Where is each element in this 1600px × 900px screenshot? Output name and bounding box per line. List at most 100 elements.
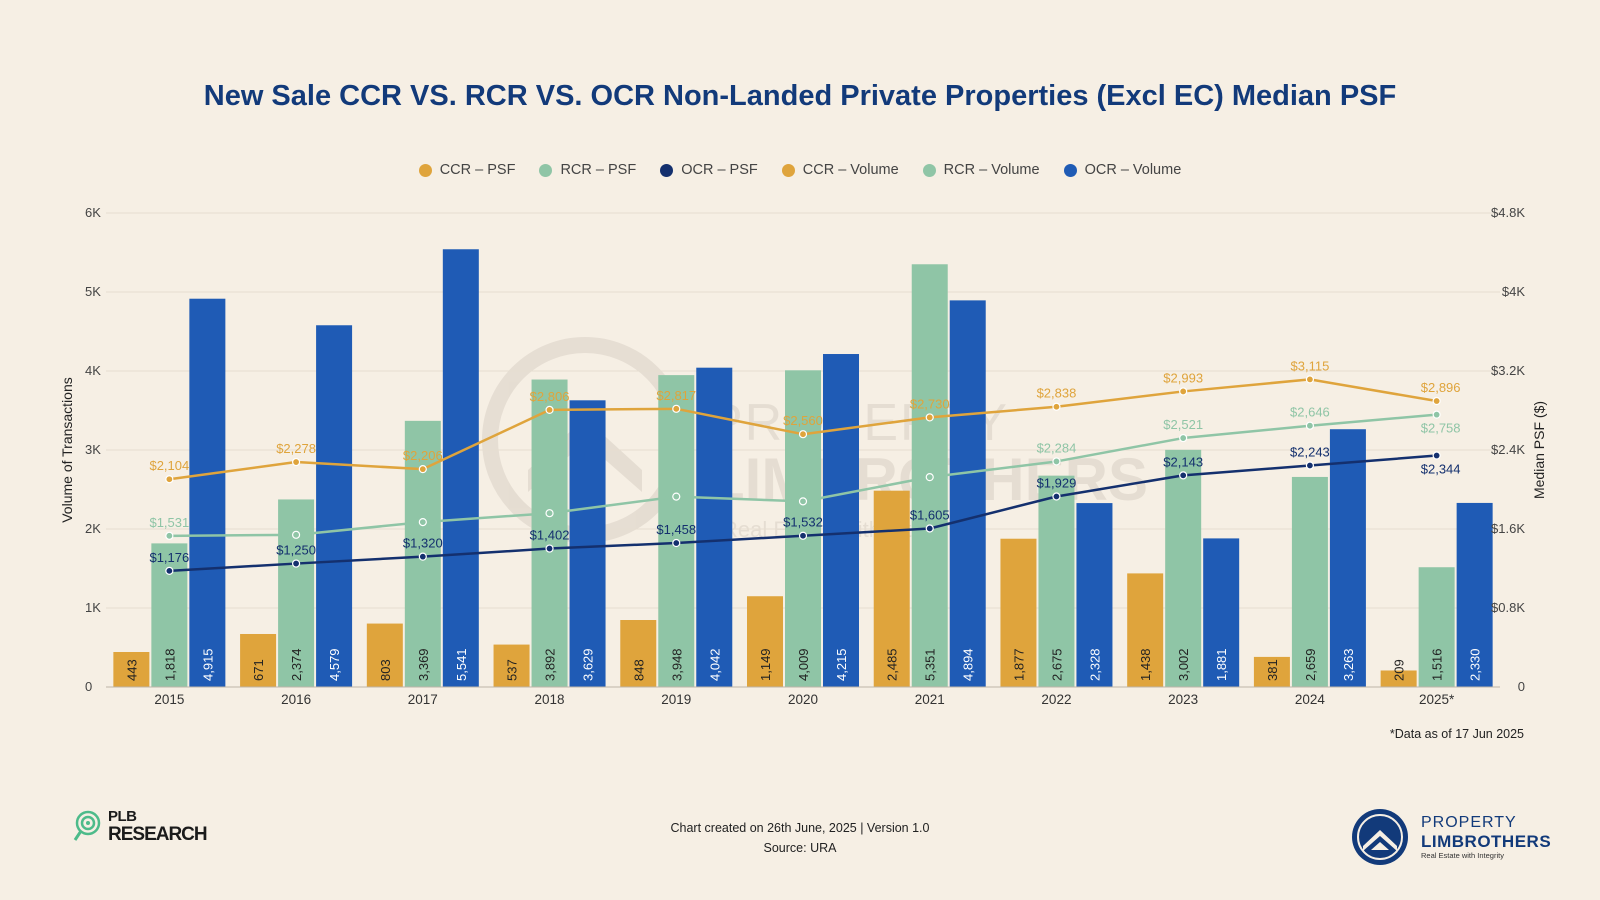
bar-value-label: 1,149	[758, 648, 773, 681]
bar-ocr-volume-7	[1076, 503, 1113, 687]
point-ocr-psf-7	[1052, 492, 1061, 501]
point-ccr-psf-2	[418, 465, 427, 474]
point-ocr-psf-8	[1179, 471, 1188, 480]
point-ccr-psf-0	[165, 475, 174, 484]
point-ocr-psf-9	[1305, 461, 1315, 470]
bar-ocr-volume-6	[949, 300, 986, 687]
legend-item-rcr-psf[interactable]: RCR – PSF	[539, 162, 636, 178]
legend-item-rcr-volume[interactable]: RCR – Volume	[922, 162, 1040, 178]
footer-created: Chart created on 26th June, 2025 | Versi…	[670, 821, 930, 835]
footer: Chart created on 26th June, 2025 | Versi…	[0, 818, 1600, 858]
bar-value-label: 5,351	[923, 648, 938, 681]
bar-ccr-volume-0	[113, 652, 150, 687]
bar-value-label: 4,009	[796, 648, 811, 681]
legend-label-ccr-volume: CCR – Volume	[802, 162, 899, 178]
bar-value-label: 1,881	[1214, 648, 1229, 681]
legend-swatch-ocr-volume	[1063, 163, 1077, 177]
bar-ocr-volume-10	[1456, 502, 1493, 687]
bar-ocr-volume-9	[1329, 429, 1366, 687]
bar-ccr-volume-2	[366, 623, 403, 687]
bar-value-label: 3,629	[581, 648, 596, 681]
legend-label-rcr-volume: RCR – Volume	[943, 162, 1040, 178]
bar-value-label: 3,369	[416, 648, 431, 681]
line-value-label: $2,143	[1163, 454, 1203, 469]
point-rcr-psf-5	[798, 497, 808, 506]
bar-value-label: 671	[251, 659, 266, 681]
line-value-label: $2,806	[530, 389, 570, 404]
x-tick-label: 2025*	[1419, 692, 1455, 707]
legend-label-ocr-volume: OCR – Volume	[1084, 162, 1182, 178]
plb-logo-line1: PLB	[108, 808, 137, 825]
point-ccr-psf-4	[672, 404, 681, 413]
line-value-label: $2,560	[783, 413, 823, 428]
point-rcr-psf-9	[1305, 421, 1315, 430]
bar-ccr-volume-3	[493, 644, 530, 687]
point-ccr-psf-7	[1052, 402, 1061, 411]
chart-legend: CCR – PSF RCR – PSF OCR – PSF CCR – Volu…	[0, 162, 1600, 178]
bar-value-label: 443	[124, 659, 139, 681]
x-tick-label: 2022	[1041, 692, 1071, 707]
point-rcr-psf-7	[1052, 457, 1061, 466]
bar-ocr-volume-5	[823, 354, 859, 687]
footnote: *Data as of 17 Jun 2025	[1389, 727, 1524, 741]
bar-ccr-volume-6	[873, 490, 910, 687]
point-ocr-psf-3	[545, 544, 554, 553]
plb-research-logo: PLB RESEARCH	[72, 808, 208, 845]
bars: 443 671 803 537 848 1,149 2,485 1,877 1,438 381 20…	[113, 249, 1493, 688]
line-value-label: $1,458	[656, 522, 696, 537]
line-value-label: $2,344	[1421, 462, 1461, 477]
bar-rcr-volume-3	[531, 379, 568, 687]
plb-logo-line2: RESEARCH	[108, 824, 208, 845]
pl-logo-line1: PROPERTY	[1421, 814, 1517, 831]
line-value-label: $2,896	[1421, 380, 1461, 395]
legend-item-ocr-psf[interactable]: OCR – PSF	[660, 162, 758, 178]
bar-value-label: 3,948	[669, 648, 684, 681]
line-value-label: $3,115	[1291, 358, 1330, 373]
property-limbrothers-logo: PROPERTY LIMBROTHERS Real Estate with In…	[1349, 806, 1551, 868]
bar-ccr-volume-4	[620, 620, 657, 687]
legend-swatch-ccr-volume	[781, 163, 795, 177]
bar-ccr-volume-10	[1380, 670, 1417, 687]
bar-value-label: 4,894	[961, 648, 976, 681]
legend-swatch-ocr-psf	[660, 163, 674, 177]
line-value-label: $1,320	[403, 536, 443, 551]
point-ocr-psf-10	[1432, 451, 1441, 460]
bar-value-label: 2,374	[289, 648, 304, 681]
bar-rcr-volume-4	[658, 375, 695, 687]
line-value-label: $2,993	[1163, 370, 1203, 385]
point-ccr-psf-1	[291, 457, 301, 467]
bar-value-label: 2,659	[1303, 648, 1318, 681]
point-rcr-psf-2	[418, 517, 427, 527]
point-ocr-psf-0	[165, 566, 174, 575]
legend-swatch-rcr-volume	[922, 163, 936, 177]
bar-value-label: 2,330	[1468, 648, 1483, 681]
bar-value-label: 4,042	[707, 648, 722, 681]
y-left-tick-label: 3K	[85, 442, 101, 457]
y-left-axis-title: Volume of Transactions	[59, 377, 75, 523]
x-tick-label: 2023	[1168, 692, 1198, 707]
legend-item-ocr-volume[interactable]: OCR – Volume	[1063, 162, 1182, 178]
point-ocr-psf-1	[291, 559, 301, 568]
bar-ccr-volume-1	[240, 633, 277, 687]
y-right-axis-title: Median PSF ($)	[1531, 401, 1547, 499]
pl-logo-line3: Real Estate with Integrity	[1421, 851, 1504, 860]
bar-value-label: 3,892	[543, 648, 558, 681]
bar-value-label: 5,541	[454, 648, 469, 681]
x-tick-label: 2021	[915, 692, 945, 707]
y-left-tick-label: 5K	[85, 284, 101, 299]
bar-rcr-volume-1	[278, 499, 315, 687]
bar-rcr-volume-7	[1038, 475, 1075, 687]
footer-source: Source: URA	[763, 841, 837, 855]
point-ccr-psf-6	[925, 413, 934, 422]
bar-ocr-volume-0	[189, 298, 226, 687]
line-value-label: $1,532	[783, 515, 823, 530]
line-value-label: $2,104	[149, 458, 189, 473]
legend-item-ccr-volume[interactable]: CCR – Volume	[781, 162, 899, 178]
bar-value-label: 4,579	[327, 648, 342, 681]
y-left-tick-label: 6K	[85, 205, 101, 220]
line-value-label: $2,838	[1037, 386, 1077, 401]
point-rcr-psf-1	[291, 530, 301, 539]
legend-item-ccr-psf[interactable]: CCR – PSF	[418, 162, 515, 178]
x-tick-label: 2018	[535, 692, 565, 707]
bar-ccr-volume-7	[1000, 538, 1037, 687]
